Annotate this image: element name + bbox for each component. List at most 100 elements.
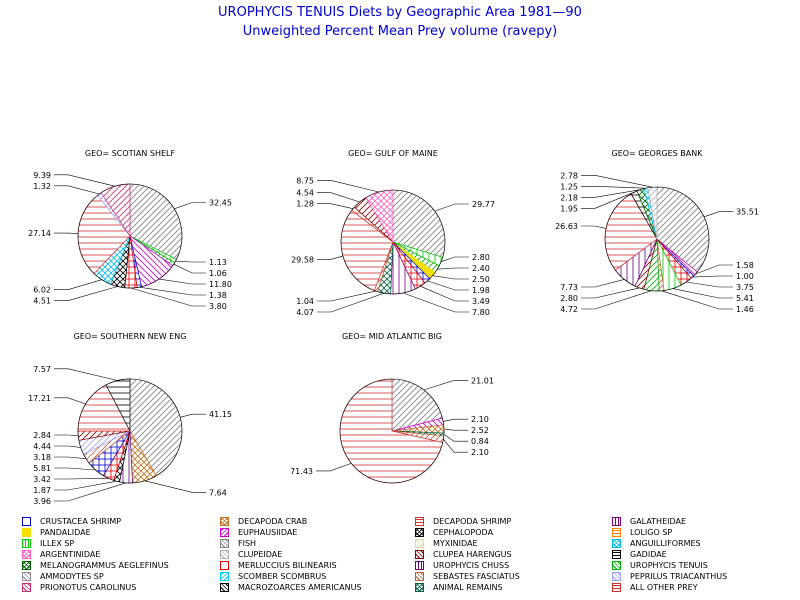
leader-line	[423, 380, 468, 391]
leader-line	[54, 445, 81, 448]
slice-label: 1.25	[560, 182, 578, 191]
leader-line	[581, 290, 652, 310]
legend-swatch	[22, 550, 31, 559]
legend-swatch	[220, 528, 229, 537]
slice-label: 4.07	[296, 308, 314, 317]
pie-title: GEO= GULF OF MAINE	[348, 149, 438, 158]
slice-label: 3.42	[33, 475, 51, 484]
slice-label: 1.98	[472, 286, 490, 295]
legend-label: ARGENTINIDAE	[40, 550, 101, 559]
legend-swatch	[415, 572, 424, 581]
slice-label: 1.04	[296, 297, 314, 306]
leader-line	[686, 281, 733, 288]
leader-line	[173, 263, 206, 274]
pie-title: GEO= MID ATLANTIC BIG	[342, 332, 442, 341]
legend-label: CRUSTACEA SHRIMP	[40, 517, 122, 526]
leader-line	[317, 203, 354, 209]
legend-label: FISH	[238, 539, 257, 548]
slice-label: 26.63	[555, 222, 578, 231]
slice-label: 71.43	[290, 467, 313, 476]
legend-swatch	[612, 572, 621, 581]
leader-line	[427, 280, 469, 291]
slice-label: 2.50	[472, 275, 490, 284]
legend-label: CLUPEIDAE	[238, 550, 283, 559]
leader-line	[317, 180, 379, 193]
leader-line	[54, 480, 117, 491]
slice-label: 6.02	[33, 286, 51, 295]
legend-swatch	[612, 517, 621, 526]
leader-line	[420, 285, 469, 302]
slice-label: 41.15	[209, 410, 232, 419]
legend-swatch	[220, 550, 229, 559]
slice-label: 7.80	[472, 308, 490, 317]
legend-swatch	[612, 528, 621, 537]
legend-label: UROPHYCIS TENUIS	[630, 561, 708, 570]
slice-label: 3.18	[33, 453, 51, 462]
legend-item-macrozoarces-americanus: MACROZOARCES AMERICANUS	[220, 582, 362, 593]
legend-item-argentinidae: ARGENTINIDAE	[22, 549, 100, 560]
legend-item-clupea-harengus: CLUPEA HARENGUS	[415, 549, 512, 560]
slice-label: 27.14	[28, 229, 51, 238]
legend-swatch	[612, 561, 621, 570]
leader-line	[175, 260, 206, 263]
legend-label: MACROZOARCES AMERICANUS	[238, 583, 362, 592]
leader-line	[54, 368, 118, 381]
slice-label: 1.95	[560, 204, 578, 213]
pie-outline	[340, 189, 446, 295]
slice-label: 5.41	[736, 294, 754, 303]
legend-swatch	[612, 539, 621, 548]
legend-swatch	[415, 550, 424, 559]
legend-item-merluccius-bilinearis: MERLUCCIUS BILINEARIS	[220, 560, 337, 571]
legend-item-myxinidae: MYXINIDAE	[415, 538, 478, 549]
slice-label: 35.51	[736, 208, 759, 217]
legend-label: LOLIGO SP	[630, 528, 673, 537]
slice-label: 1.58	[736, 261, 754, 270]
legend-swatch	[220, 572, 229, 581]
leader-line	[437, 267, 469, 270]
slice-label: 2.18	[560, 193, 578, 202]
slice-label: 2.52	[471, 426, 489, 435]
leader-line	[581, 279, 625, 288]
legend-item-euphausiidae: EUPHAUSIIDAE	[220, 527, 297, 538]
pie-outline	[339, 378, 445, 484]
slice-label: 1.06	[209, 269, 227, 278]
pie-geo-scotian-shelf: GEO= SCOTIAN SHELF 32.45 1.13 1.06 11.80 1.38…	[28, 149, 232, 311]
slice-label: 29.77	[472, 200, 495, 209]
legend-swatch	[612, 550, 621, 559]
leader-line	[581, 287, 640, 299]
legend-item-urophycis-chuss: UROPHYCIS CHUSS	[415, 560, 509, 571]
leader-line	[54, 279, 102, 291]
legend-label: PEPRILUS TRIACANTHUS	[630, 572, 728, 581]
legend-swatch	[22, 561, 31, 570]
legend-swatch	[22, 583, 31, 592]
legend-item-gadidae: GADIDAE	[612, 549, 667, 560]
slice-label: 9.39	[33, 171, 51, 180]
legend-swatch	[22, 517, 31, 526]
legend-item-clupeidae: CLUPEIDAE	[220, 549, 282, 560]
legend-label: GADIDAE	[630, 550, 667, 559]
leader-line	[54, 478, 109, 480]
legend-label: SEBASTES FASCIATUS	[433, 572, 520, 581]
chart-subtitle: Unweighted Percent Mean Prey volume (rav…	[242, 24, 558, 39]
legend-item-fish: FISH	[220, 538, 256, 549]
pie-title: GEO= GEORGES BANK	[612, 149, 704, 158]
pie-outline	[604, 186, 710, 292]
legend-label: EUPHAUSIIDAE	[238, 528, 298, 537]
pie-outline	[77, 183, 183, 289]
pie-geo-georges-bank: GEO= GEORGES BANK 35.51 1.58 1.00 3.75 5.41 1.…	[555, 149, 759, 314]
legend-item-sebastes-fasciatus: SEBASTES FASCIATUS	[415, 571, 520, 582]
slice-label: 1.38	[209, 291, 227, 300]
slice-label: 3.49	[472, 297, 490, 306]
leader-line	[54, 185, 100, 195]
legend-label: PRIONOTUS CAROLINUS	[40, 583, 137, 592]
legend-item-melanogrammus-aeglefinus: MELANOGRAMMUS AEGLEFINUS	[22, 560, 169, 571]
legend-item-cephalopoda: CEPHALOPODA	[415, 527, 493, 538]
slice-label: 2.84	[33, 431, 51, 440]
legend-label: ANGUILLIFORMES	[630, 539, 701, 548]
leader-line	[317, 192, 360, 203]
pie-title: GEO= SOUTHERN NEW ENG	[74, 332, 187, 341]
legend-item-urophycis-tenuis: UROPHYCIS TENUIS	[612, 560, 708, 571]
leader-line	[174, 202, 206, 210]
legend-label: UROPHYCIS CHUSS	[433, 561, 510, 570]
